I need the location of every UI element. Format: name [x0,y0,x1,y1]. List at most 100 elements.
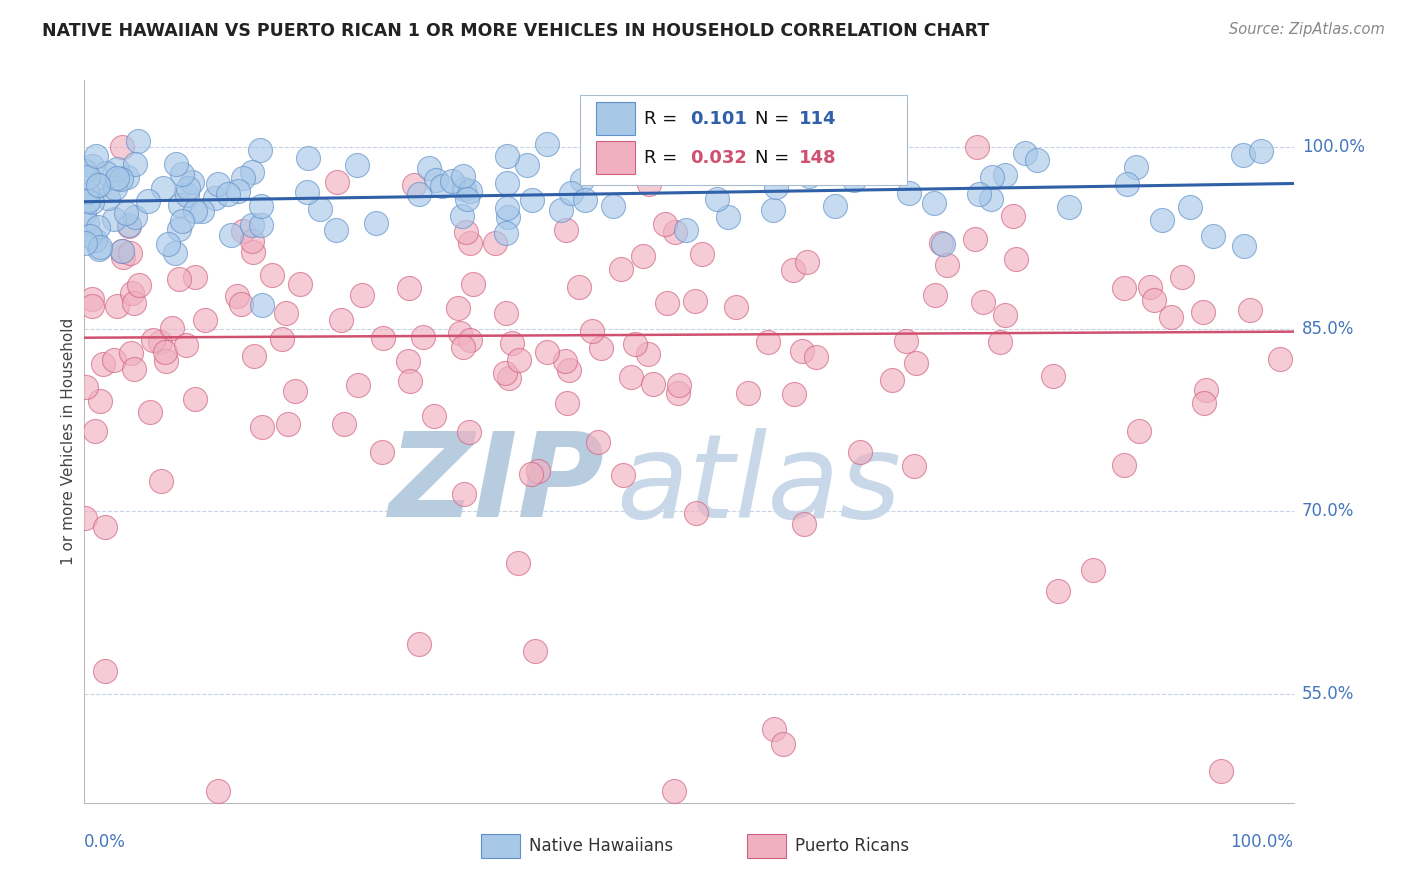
Point [1014,146,1036,161]
Point [180,175,202,189]
Point [458,333,481,347]
Point [706,192,728,206]
Point [558,362,581,376]
Point [155,354,177,368]
Text: 148: 148 [799,149,837,167]
Point [207,178,229,192]
Point [1059,200,1081,214]
Point [177,181,200,195]
Point [333,417,356,431]
Point [84,149,107,163]
Point [456,225,478,239]
Point [284,384,307,398]
Point [613,140,636,154]
Text: NATIVE HAWAIIAN VS PUERTO RICAN 1 OR MORE VEHICLES IN HOUSEHOLD CORRELATION CHAR: NATIVE HAWAIIAN VS PUERTO RICAN 1 OR MOR… [42,22,990,40]
Point [685,506,707,520]
Point [453,487,475,501]
Point [842,172,865,186]
Point [495,201,517,215]
Point [111,244,134,258]
Point [104,181,127,195]
Point [450,209,472,223]
Point [641,376,664,391]
Point [73,206,96,220]
Point [176,338,198,352]
Text: atlas: atlas [616,428,901,542]
Text: 70.0%: 70.0% [1302,502,1354,520]
Point [966,140,988,154]
Point [506,557,529,571]
Point [176,188,198,202]
Point [139,405,162,419]
Point [1001,209,1024,223]
Point [124,210,146,224]
Point [122,296,145,310]
Point [172,214,194,228]
Point [430,178,453,193]
Point [103,353,125,368]
Point [758,334,780,349]
Text: Puerto Ricans: Puerto Ricans [796,838,910,855]
Point [1143,293,1166,307]
Point [184,204,207,219]
Point [737,385,759,400]
FancyBboxPatch shape [596,141,634,174]
Point [422,409,444,424]
Point [457,425,479,439]
Point [536,344,558,359]
Point [240,234,263,248]
Point [458,235,481,250]
Text: N =: N = [755,110,796,128]
Point [149,475,172,489]
Point [249,143,271,157]
Point [1139,280,1161,294]
Point [717,211,740,225]
Point [157,237,180,252]
Point [1114,281,1136,295]
Point [97,191,120,205]
Point [250,420,273,434]
Point [451,340,474,354]
FancyBboxPatch shape [747,834,786,858]
Point [668,377,690,392]
Point [330,313,353,327]
Point [118,218,141,232]
Point [683,293,706,308]
Point [87,242,110,256]
Point [82,299,104,313]
Point [1232,148,1254,162]
Point [1270,352,1292,367]
Point [1047,584,1070,599]
Point [571,173,593,187]
Point [160,320,183,334]
Point [408,637,430,651]
Point [1209,764,1232,778]
Point [240,218,263,232]
Point [461,277,484,292]
Point [87,178,110,193]
Point [412,330,434,344]
Point [550,202,572,217]
Point [79,229,101,244]
FancyBboxPatch shape [581,95,907,185]
Point [904,356,927,370]
Point [762,162,785,177]
Point [980,169,1002,184]
Point [142,333,165,347]
Point [152,181,174,195]
Point [524,643,547,657]
Point [980,192,1002,206]
Point [107,171,129,186]
Point [447,301,470,316]
Point [797,169,820,184]
Point [371,331,394,345]
Point [167,272,190,286]
Point [496,176,519,190]
Point [637,177,659,191]
Point [782,387,804,401]
Point [242,245,264,260]
Point [602,199,624,213]
Point [484,236,506,251]
Point [1125,160,1147,174]
Point [163,246,186,260]
